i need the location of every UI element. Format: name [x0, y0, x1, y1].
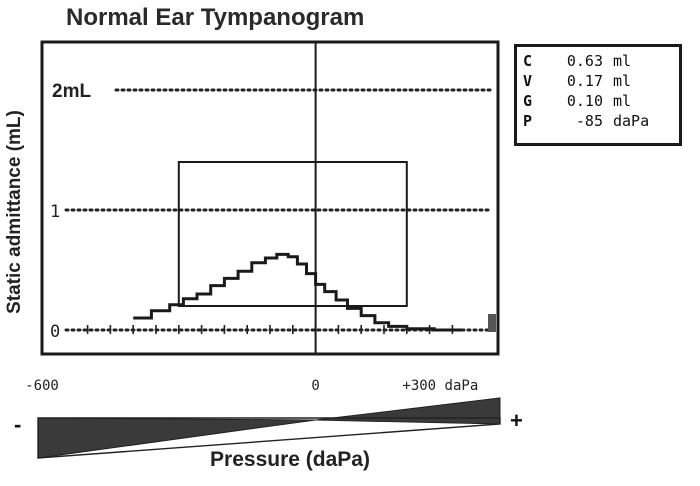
positive-pressure-wedge [315, 397, 501, 425]
plot-frame [40, 40, 500, 356]
readout-unit: ml [613, 92, 632, 110]
pressure-bar [37, 397, 501, 459]
normal-range-rect [177, 161, 408, 307]
readout-unit: ml [613, 52, 632, 70]
x-tick-label: -600 [25, 378, 59, 394]
chart-title: Normal Ear Tympanogram [66, 4, 365, 31]
x-tick-label: 0 [311, 378, 319, 394]
gridline-label: 2mL [52, 81, 91, 102]
normal-range-box [177, 161, 408, 307]
x-tick-labels: -600 0 +300 daPa [25, 378, 478, 394]
x-tick-label: +300 daPa [402, 378, 478, 394]
pressure-bar-outline [37, 417, 501, 459]
pressure-plus-label: + [510, 408, 523, 433]
readout-value: 0.63 [566, 52, 603, 70]
readout-key: P [523, 112, 533, 130]
gridline-label: 0 [50, 322, 60, 342]
tympanogram-curve [133, 252, 462, 332]
readout-row-p: P -85 daPa [523, 111, 679, 131]
series-lines [133, 252, 462, 332]
gridlines: 0 1 2mL [50, 42, 496, 354]
readout-value: 0.10 [566, 92, 603, 110]
readout-key: C [523, 52, 533, 70]
readout-row-v: V 0.17 ml [523, 71, 679, 91]
readout-key: G [523, 92, 533, 110]
measurement-readout: C 0.63 ml V 0.17 ml G 0.10 ml P -85 daPa [514, 44, 682, 146]
end-marker [488, 314, 496, 332]
negative-pressure-wedge [37, 417, 316, 459]
readout-value: 0.17 [566, 72, 603, 90]
readout-unit: ml [613, 72, 632, 90]
readout-row-c: C 0.63 ml [523, 51, 679, 71]
gridline-label: 1 [50, 202, 60, 222]
x-axis-label: Pressure (daPa) [210, 448, 370, 471]
readout-row-g: G 0.10 ml [523, 91, 679, 111]
readout-unit: daPa [613, 112, 650, 130]
readout-value: -85 [575, 112, 603, 130]
readout-key: V [523, 72, 533, 90]
pressure-minus-label: - [14, 412, 22, 437]
